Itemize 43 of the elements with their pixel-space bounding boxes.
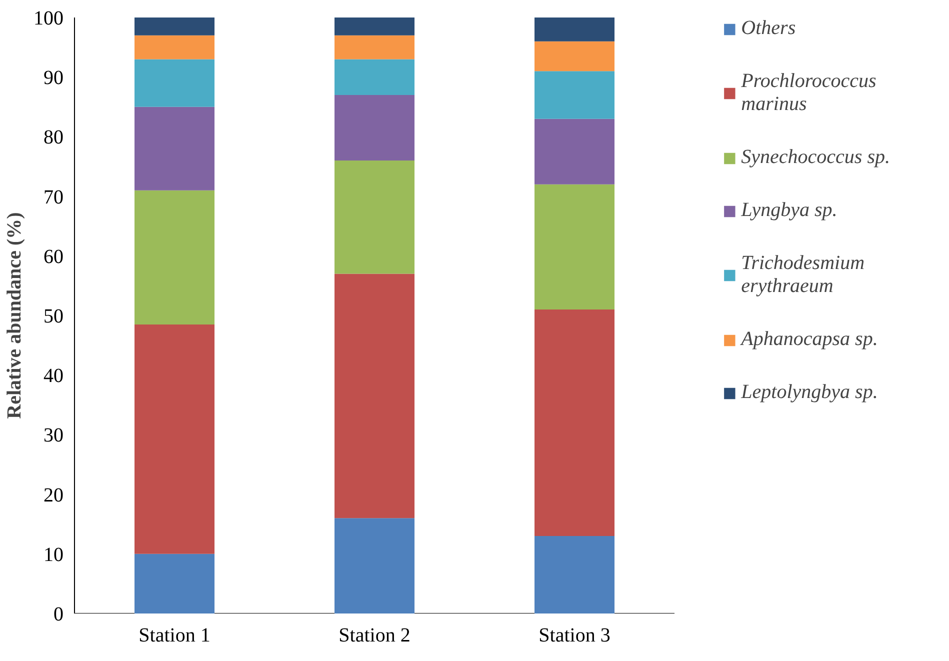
bar: [134, 554, 214, 614]
bar: [134, 190, 214, 324]
y-tick-label: 50: [44, 306, 64, 328]
bar: [334, 518, 414, 614]
bar: [134, 18, 214, 36]
legend-label: Leptolyngbya sp.: [741, 381, 878, 404]
legend-label: Trichodesmium erythraeum: [741, 252, 865, 298]
y-tick-label: 80: [44, 126, 64, 149]
bar: [534, 310, 614, 536]
x-tick-label: Station 3: [538, 624, 610, 646]
y-tick-label: 40: [44, 365, 64, 388]
bar: [334, 160, 414, 274]
bar: [534, 71, 614, 119]
y-tick-label: 60: [44, 246, 64, 268]
bar: [534, 118, 614, 184]
y-tick-label: 90: [44, 67, 64, 90]
y-tick-label: 70: [44, 186, 64, 208]
y-tick-label: 10: [44, 544, 64, 566]
legend-label: Synechococcus sp.: [741, 146, 890, 169]
legend-label: Lyngbya sp.: [741, 199, 838, 222]
y-axis-title: Relative abundance (%): [4, 212, 26, 419]
legend-label: Others: [741, 17, 796, 40]
y-tick-label: 20: [44, 484, 64, 506]
x-tick-label: Station 1: [138, 624, 210, 646]
bar: [334, 35, 414, 60]
bar: [334, 274, 414, 518]
bar: [134, 35, 214, 60]
bar: [334, 94, 414, 161]
bar: [534, 184, 614, 310]
x-tick-label: Station 2: [338, 624, 410, 646]
bar: [534, 536, 614, 614]
bar: [534, 41, 614, 72]
legend-label: Prochlorococcus marinus: [741, 70, 876, 116]
legend-label: Aphanocapsa sp.: [741, 328, 878, 351]
bar: [134, 59, 214, 107]
y-tick-label: 30: [44, 424, 64, 447]
y-tick-label: 100: [34, 8, 64, 30]
bar: [534, 18, 614, 42]
bar: [134, 106, 214, 190]
y-tick-label: 0: [54, 604, 64, 626]
bar: [334, 59, 414, 95]
bar: [134, 324, 214, 554]
bar: [334, 18, 414, 36]
